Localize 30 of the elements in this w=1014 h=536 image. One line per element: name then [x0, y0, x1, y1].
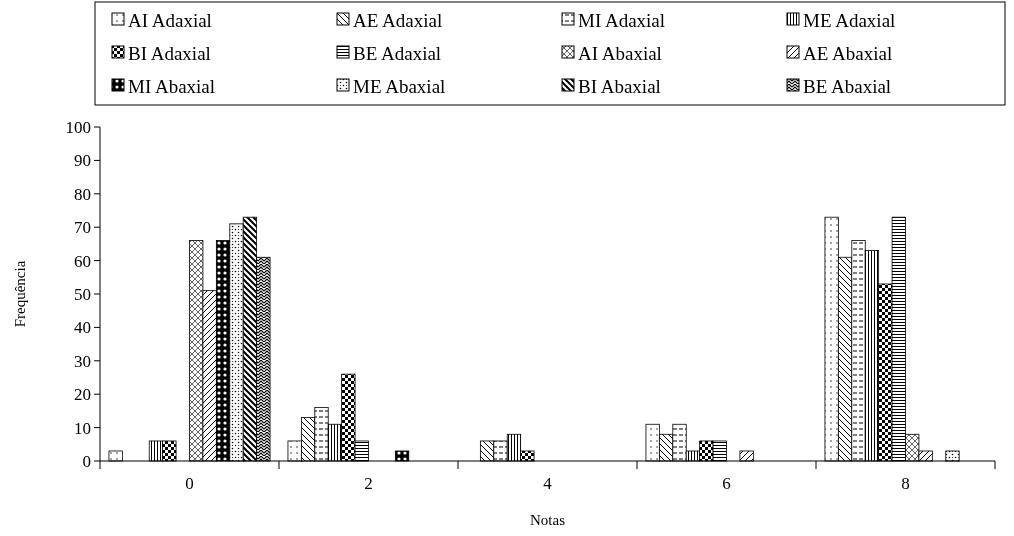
legend-label: AE Abaxial — [803, 42, 893, 64]
x-tick-label: 4 — [543, 474, 553, 493]
y-tick-label: 80 — [74, 184, 91, 204]
legend-label: AI Adaxial — [128, 9, 212, 31]
y-tick-label: 50 — [74, 284, 91, 304]
y-tick-label: 60 — [74, 251, 91, 271]
x-tick-label: 2 — [364, 474, 373, 493]
y-tick-label: 0 — [82, 451, 91, 471]
legend-label: BI Abaxial — [578, 75, 661, 97]
legend-label: AI Abaxial — [578, 42, 662, 64]
y-axis-title: Frequência — [12, 260, 28, 328]
y-tick-label: 20 — [74, 385, 91, 405]
y-tick-label: 40 — [74, 318, 91, 338]
x-axis-title: Notas — [530, 512, 566, 528]
legend-label: ME Adaxial — [803, 9, 896, 31]
y-tick-label: 70 — [74, 218, 91, 238]
legend-label: MI Adaxial — [578, 9, 666, 31]
legend-label: BI Adaxial — [128, 42, 211, 64]
legend-label: MI Abaxial — [128, 75, 216, 97]
x-tick-label: 0 — [185, 474, 194, 493]
legend-label: BE Adaxial — [353, 42, 442, 64]
legend-label: ME Abaxial — [353, 75, 446, 97]
legend-label: AE Adaxial — [353, 9, 443, 31]
legend-label: BE Abaxial — [803, 75, 892, 97]
y-tick-label: 100 — [65, 117, 91, 137]
y-tick-label: 30 — [74, 351, 91, 371]
y-tick-label: 90 — [74, 151, 91, 171]
x-tick-label: 6 — [722, 474, 731, 493]
x-tick-label: 8 — [901, 474, 910, 493]
y-tick-label: 10 — [74, 418, 91, 438]
